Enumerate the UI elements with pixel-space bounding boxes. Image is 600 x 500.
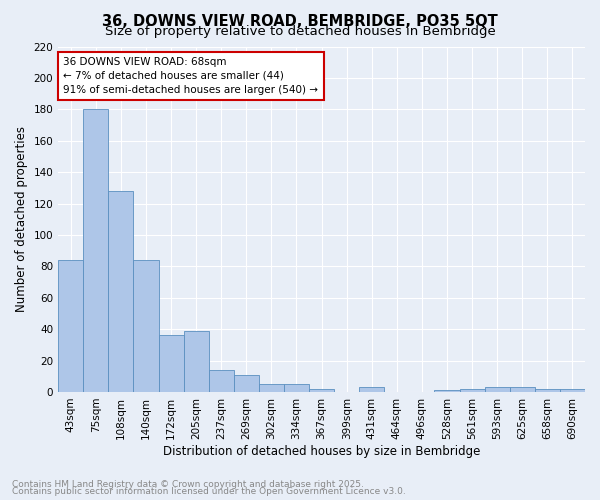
Text: Contains public sector information licensed under the Open Government Licence v3: Contains public sector information licen… [12, 487, 406, 496]
Bar [535, 389, 560, 392]
Bar [58, 260, 83, 392]
Bar [184, 330, 209, 392]
Bar [158, 336, 184, 392]
Bar [234, 374, 259, 392]
Bar [560, 389, 585, 392]
Bar [485, 387, 510, 392]
Bar [259, 384, 284, 392]
Text: Contains HM Land Registry data © Crown copyright and database right 2025.: Contains HM Land Registry data © Crown c… [12, 480, 364, 489]
Bar [133, 260, 158, 392]
Bar [83, 110, 109, 392]
Bar [209, 370, 234, 392]
Bar [434, 390, 460, 392]
Bar [359, 387, 385, 392]
Bar [460, 389, 485, 392]
Bar [510, 387, 535, 392]
Text: 36, DOWNS VIEW ROAD, BEMBRIDGE, PO35 5QT: 36, DOWNS VIEW ROAD, BEMBRIDGE, PO35 5QT [102, 14, 498, 29]
Bar [109, 191, 133, 392]
Y-axis label: Number of detached properties: Number of detached properties [15, 126, 28, 312]
X-axis label: Distribution of detached houses by size in Bembridge: Distribution of detached houses by size … [163, 444, 480, 458]
Bar [309, 389, 334, 392]
Text: Size of property relative to detached houses in Bembridge: Size of property relative to detached ho… [104, 25, 496, 38]
Bar [284, 384, 309, 392]
Text: 36 DOWNS VIEW ROAD: 68sqm
← 7% of detached houses are smaller (44)
91% of semi-d: 36 DOWNS VIEW ROAD: 68sqm ← 7% of detach… [64, 57, 319, 95]
